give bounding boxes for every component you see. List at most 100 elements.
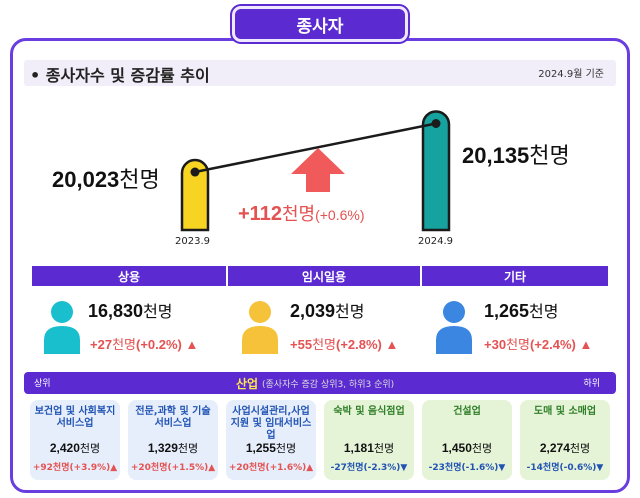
industry-name: 사업시설관리,사업지원 및 임대서비스업 bbox=[230, 406, 312, 441]
industry-bottom-label: 하위 bbox=[583, 379, 600, 389]
up-arrow-icon: ▲ bbox=[181, 337, 199, 352]
change-pct: (+0.2%) bbox=[135, 337, 182, 352]
person-icon-head bbox=[443, 301, 465, 323]
industry-name: 숙박 및 음식점업 bbox=[333, 406, 405, 417]
category-value-unit: 천명 bbox=[529, 304, 559, 321]
industry-value-unit: 천명 bbox=[79, 443, 101, 455]
industry-value: 2,274천명 bbox=[520, 440, 610, 456]
up-arrow-icon: ▲ bbox=[575, 337, 593, 352]
industry-change: +20천명(+1.6%)▲ bbox=[226, 460, 316, 473]
industry-value-number: 2,420 bbox=[49, 441, 80, 455]
industry-name: 건설업 bbox=[453, 406, 481, 417]
category-value-other: 1,265천명 bbox=[484, 298, 559, 322]
person-icon-body bbox=[242, 326, 278, 354]
industry-value-unit: 천명 bbox=[471, 443, 493, 455]
industry-value-unit: 천명 bbox=[373, 443, 395, 455]
industry-value-unit: 천명 bbox=[275, 443, 297, 455]
industry-header-bar bbox=[24, 372, 616, 394]
total-change-value: +112 bbox=[238, 203, 282, 225]
industry-value-number: 1,181 bbox=[343, 441, 374, 455]
industry-change-text: +92천명(+3.9%) bbox=[32, 463, 111, 473]
up-arrow-icon: ▲ bbox=[381, 337, 399, 352]
industry-value-number: 1,255 bbox=[245, 441, 276, 455]
total-change: +112천명(+0.6%) bbox=[238, 200, 365, 226]
industry-card: 건설업 1,450천명 -23천명(-1.6%)▼ bbox=[422, 400, 512, 480]
employment-chart bbox=[180, 110, 451, 232]
total-change-unit: 천명 bbox=[281, 204, 316, 224]
industry-change: -23천명(-1.6%)▼ bbox=[422, 460, 512, 473]
industry-change-text: -14천명(-0.6%) bbox=[526, 463, 597, 473]
change-unit: 천명 bbox=[312, 337, 336, 352]
industry-name: 보건업 및 사회복지 서비스업 bbox=[34, 406, 116, 429]
point-2023.9 bbox=[190, 167, 200, 177]
person-icon-regular bbox=[44, 301, 80, 354]
industry-subtitle: (종사자수 증감 상위3, 하위3 순위) bbox=[262, 380, 395, 390]
change-unit: 천명 bbox=[506, 337, 530, 352]
category-value-temporary: 2,039천명 bbox=[290, 298, 365, 322]
up-arrow-icon: ▲ bbox=[208, 463, 216, 473]
industry-title: 산업 bbox=[236, 377, 259, 391]
category-value-number: 1,265 bbox=[484, 301, 530, 321]
change-pct: (+2.4%) bbox=[529, 337, 576, 352]
down-arrow-icon: ▼ bbox=[596, 463, 604, 473]
category-header-other: 기타 bbox=[422, 266, 608, 286]
value-2023-number: 20,023 bbox=[52, 167, 120, 192]
down-arrow-icon: ▼ bbox=[400, 463, 408, 473]
industry-name: 전문,과학 및 기술 서비스업 bbox=[135, 406, 211, 429]
value-2024: 20,135천명 bbox=[462, 138, 570, 170]
reference-date: 2024.9월 기준 bbox=[538, 69, 604, 80]
category-change-regular: +27천명(+0.2%) ▲ bbox=[90, 334, 198, 353]
value-2023-unit: 천명 bbox=[119, 167, 160, 192]
category-change-temporary: +55천명(+2.8%) ▲ bbox=[290, 334, 398, 353]
industry-change: -27천명(-2.3%)▼ bbox=[324, 460, 414, 473]
person-icon-head bbox=[249, 301, 271, 323]
industry-change-text: +20천명(+1.6%) bbox=[228, 463, 307, 473]
total-change-pct: (+0.6%) bbox=[315, 207, 365, 223]
industry-card: 전문,과학 및 기술 서비스업 1,329천명 +20천명(+1.5%)▲ bbox=[128, 400, 218, 480]
value-2024-number: 20,135 bbox=[462, 143, 530, 168]
industry-card: 보건업 및 사회복지 서비스업 2,420천명 +92천명(+3.9%)▲ bbox=[30, 400, 120, 480]
industry-value: 1,329천명 bbox=[128, 440, 218, 456]
category-change-other: +30천명(+2.4%) ▲ bbox=[484, 334, 592, 353]
trend-line bbox=[194, 122, 437, 174]
industry-value-unit: 천명 bbox=[177, 443, 199, 455]
value-2023: 20,023천명 bbox=[52, 162, 160, 194]
industry-value-unit: 천명 bbox=[569, 443, 591, 455]
category-header-regular: 상용 bbox=[32, 266, 226, 286]
section-title: • 종사자수 및 증감률 추이 bbox=[30, 66, 210, 85]
industry-card: 숙박 및 음식점업 1,181천명 -27천명(-2.3%)▼ bbox=[324, 400, 414, 480]
person-icon-body bbox=[436, 326, 472, 354]
change-unit: 천명 bbox=[112, 337, 136, 352]
person-icon-head bbox=[51, 301, 73, 323]
industry-value-number: 2,274 bbox=[539, 441, 570, 455]
page-title: 종사자 bbox=[232, 6, 408, 42]
industry-change: +92천명(+3.9%)▲ bbox=[30, 460, 120, 473]
category-header-temporary: 임시일용 bbox=[228, 266, 420, 286]
point-2024.9 bbox=[431, 119, 441, 128]
industry-change-text: +20천명(+1.5%) bbox=[130, 463, 209, 473]
industry-top-label: 상위 bbox=[34, 379, 51, 389]
category-value-number: 2,039 bbox=[290, 301, 336, 321]
industry-change-text: -27천명(-2.3%) bbox=[330, 463, 401, 473]
bar-2023.9 bbox=[180, 158, 210, 232]
industry-change: -14천명(-0.6%)▼ bbox=[520, 460, 610, 473]
industry-value: 1,450천명 bbox=[422, 440, 512, 456]
change-value: +30 bbox=[484, 337, 507, 352]
industry-value-number: 1,450 bbox=[441, 441, 472, 455]
industry-value: 2,420천명 bbox=[30, 440, 120, 456]
change-pct: (+2.8%) bbox=[335, 337, 382, 352]
industry-card: 사업시설관리,사업지원 및 임대서비스업 1,255천명 +20천명(+1.6%… bbox=[226, 400, 316, 480]
industry-change-text: -23천명(-1.6%) bbox=[428, 463, 499, 473]
industry-value: 1,181천명 bbox=[324, 440, 414, 456]
increase-arrow-icon bbox=[291, 148, 345, 192]
industry-value-number: 1,329 bbox=[147, 441, 178, 455]
industry-value: 1,255천명 bbox=[226, 440, 316, 456]
category-value-regular: 16,830천명 bbox=[88, 298, 173, 322]
category-value-unit: 천명 bbox=[335, 304, 365, 321]
person-icon-body bbox=[44, 326, 80, 354]
year-label-2024: 2024.9 bbox=[418, 236, 453, 247]
value-2024-unit: 천명 bbox=[529, 143, 570, 168]
industry-card: 도매 및 소매업 2,274천명 -14천명(-0.6%)▼ bbox=[520, 400, 610, 480]
year-label-2023: 2023.9 bbox=[175, 236, 210, 247]
change-value: +55 bbox=[290, 337, 313, 352]
